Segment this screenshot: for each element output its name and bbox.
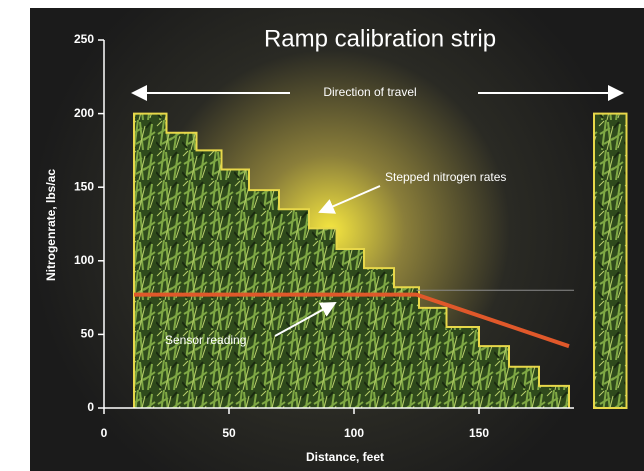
step-bar xyxy=(394,287,419,408)
step-bar xyxy=(309,228,337,408)
step-bar xyxy=(279,209,309,408)
x-tick-label: 50 xyxy=(222,426,236,440)
step-bar xyxy=(197,150,222,408)
y-tick-label: 150 xyxy=(74,179,94,193)
chart-title: Ramp calibration strip xyxy=(264,25,496,52)
strip-bar xyxy=(594,114,627,408)
y-tick-label: 250 xyxy=(74,32,94,46)
sensor-annotation: Sensor reading xyxy=(165,333,246,347)
step-bar xyxy=(539,386,569,408)
x-axis-label: Distance, feet xyxy=(306,450,384,464)
page: {"chart_data": {"type": "step", "title":… xyxy=(0,0,644,471)
step-bar xyxy=(249,190,279,408)
y-tick-label: 200 xyxy=(74,106,94,120)
y-tick-label: 0 xyxy=(87,400,94,414)
steps-annotation: Stepped nitrogen rates xyxy=(385,170,506,184)
step-bar xyxy=(167,133,197,408)
y-axis-label: Nitrogenrate, lbs/ac xyxy=(44,169,58,281)
y-tick-label: 100 xyxy=(74,253,94,267)
step-bar xyxy=(447,327,480,408)
step-bar xyxy=(222,170,250,408)
x-tick-label: 150 xyxy=(469,426,489,440)
step-bar xyxy=(479,346,509,408)
step-bar xyxy=(134,114,167,408)
x-tick-label: 0 xyxy=(101,426,108,440)
step-bar xyxy=(364,268,394,408)
direction-annotation: Direction of travel xyxy=(323,85,416,99)
chart: 0 50 100 150 200 250 0 50 100 150 Ramp calibratio… xyxy=(0,0,644,471)
step-bar xyxy=(419,308,447,408)
step-bar xyxy=(509,367,539,408)
y-tick-label: 50 xyxy=(81,327,95,341)
x-tick-label: 100 xyxy=(344,426,364,440)
step-bar xyxy=(337,249,365,408)
